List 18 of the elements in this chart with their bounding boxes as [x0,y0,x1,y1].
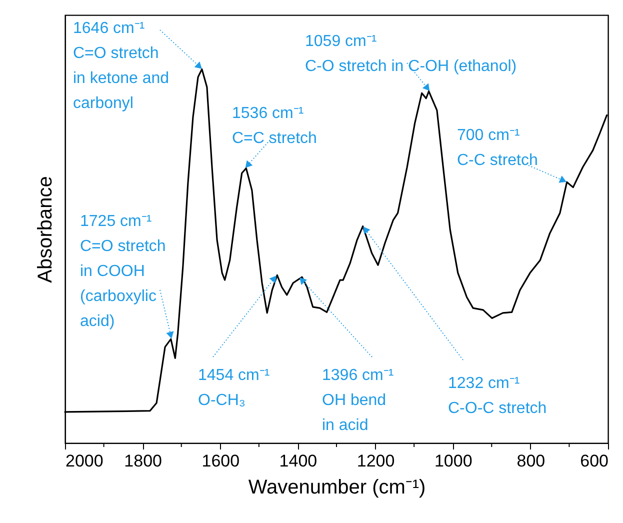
x-tick-label: 1800 [124,452,162,470]
x-axis-title: Wavenumber (cm⁻¹) [248,476,426,498]
x-tick-label: 600 [580,452,608,470]
annotation: 1454 cm⁻¹ O-CH₃ [198,367,270,409]
x-tick-label: 1600 [202,452,240,470]
annotation: 1536 cm⁻¹ C=C stretch [232,105,317,147]
annotation: 1725 cm⁻¹ C=O stretch in COOH (carboxylic acid) [80,213,166,330]
x-tick-label: 1200 [356,452,395,470]
annotation: 1059 cm⁻¹ C-O stretch in C-OH (ethanol) [305,33,517,75]
x-tick-label: 1000 [434,452,472,470]
x-tick-label: 1400 [279,452,318,470]
x-tick-label: 800 [516,452,546,470]
x-tick-label: 2000 [66,452,104,470]
annotation: 700 cm⁻¹ C-C stretch [457,127,538,169]
annotation: 1232 cm⁻¹ C-O-C stretch [448,375,547,417]
y-axis-title: Absorbance [34,176,56,283]
annotation: 1396 cm⁻¹ OH bend in acid [322,367,394,434]
annotation: 1646 cm⁻¹ C=O stretch in ketone and carbonyl [73,20,170,112]
